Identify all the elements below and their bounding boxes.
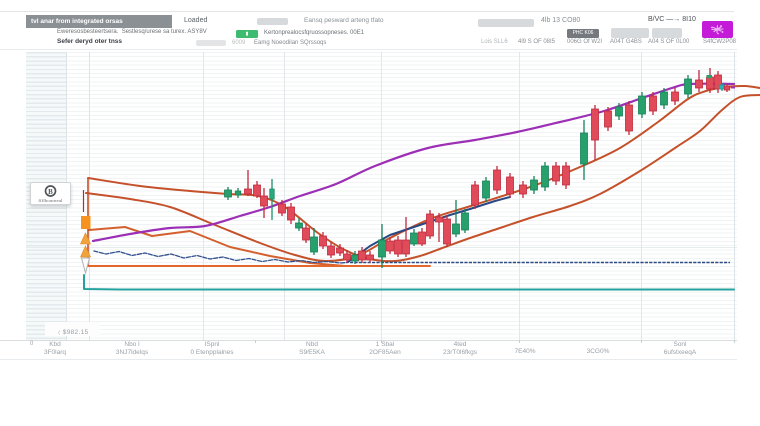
svg-text:fffſbourneal: fffſbourneal [38,198,63,203]
svg-text:B: B [48,188,53,196]
